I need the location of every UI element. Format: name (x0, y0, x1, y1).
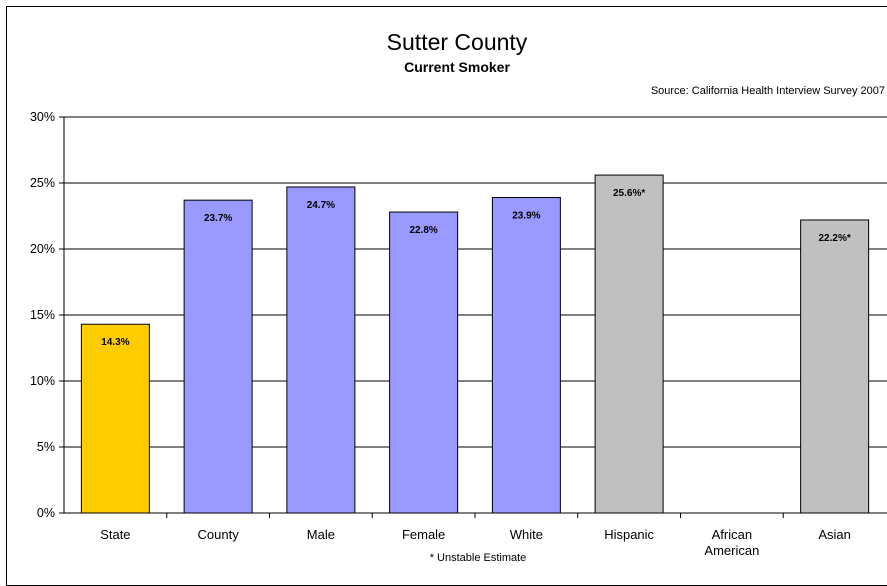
bar (286, 186, 356, 514)
bars (80, 174, 870, 514)
data-labels: 14.3% 23.7% 24.7% 22.8% 23.9% 25.6%* 22.2%* (101, 188, 851, 348)
y-tick-label: 25% (30, 176, 55, 190)
y-tick-label: 10% (30, 374, 55, 388)
x-tick-label: Asian (818, 527, 851, 542)
data-label: 23.9% (512, 211, 540, 222)
chart: Sutter County Current Smoker Source: Cal… (30, 29, 887, 564)
bar (491, 197, 561, 514)
y-tick-label: 5% (37, 440, 55, 454)
x-tick-label: Female (402, 527, 445, 542)
footnote: * Unstable Estimate (430, 552, 527, 564)
x-tick-label: African American (704, 527, 759, 558)
bar (80, 323, 150, 514)
bar (183, 199, 253, 514)
x-tick-label: Hispanic (604, 527, 654, 542)
chart-title: Sutter County (387, 29, 528, 55)
y-tick-label: 15% (30, 308, 55, 322)
data-label: 14.3% (101, 337, 129, 348)
data-label: 22.8% (409, 225, 437, 236)
data-label: 23.7% (204, 213, 232, 224)
chart-subtitle: Current Smoker (404, 59, 510, 75)
x-tick-label: Male (307, 527, 335, 542)
bar (594, 174, 664, 514)
x-tick-label: County (198, 527, 240, 542)
y-tick-label: 20% (30, 242, 55, 256)
source-note: Source: California Health Interview Surv… (651, 85, 885, 97)
y-tick-label: 0% (37, 506, 55, 520)
x-axis-labels: State County Male Female White Hispanic Africa… (100, 513, 851, 558)
bar (389, 211, 459, 514)
y-tick-label: 30% (30, 110, 55, 124)
data-label: 25.6%* (613, 188, 645, 199)
y-axis-ticks: 0% 5% 10% 15% 20% 25% 30% (30, 110, 64, 520)
data-label: 22.2%* (819, 233, 851, 244)
x-tick-label: State (100, 527, 130, 542)
bar (800, 219, 870, 514)
data-label: 24.7% (307, 200, 335, 211)
x-tick-label: White (510, 527, 543, 542)
